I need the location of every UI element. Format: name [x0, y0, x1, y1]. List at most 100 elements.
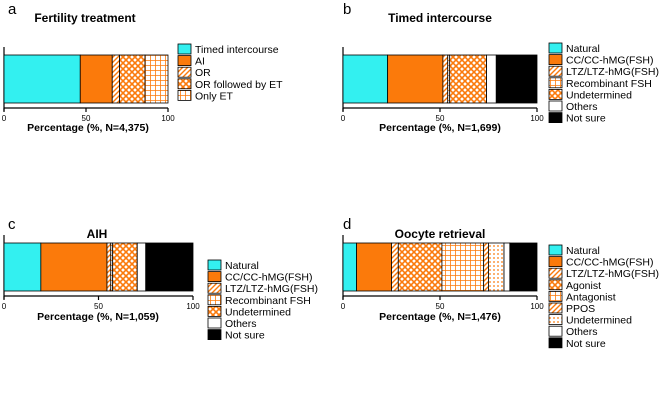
legend-entry: CC/CC-hMG(FSH) — [566, 257, 654, 269]
legend-entry: LTZ/LTZ-hMG(FSH) — [225, 283, 318, 295]
x-tick-label: 50 — [436, 114, 445, 123]
x-axis-label: Percentage (%, N=1,699) — [379, 122, 501, 134]
legend-swatch — [207, 317, 222, 329]
legend-entry: Antagonist — [566, 291, 616, 303]
legend-swatch — [548, 112, 563, 123]
bar-segment-cc-cc-hmg-fsh- — [387, 54, 444, 104]
x-tick-label: 0 — [2, 114, 7, 123]
bar-segment-cc-cc-hmg-fsh- — [40, 242, 108, 292]
legend-swatch — [207, 305, 222, 317]
x-tick-label: 0 — [341, 114, 346, 123]
legend-entry: CC/CC-hMG(FSH) — [225, 272, 313, 284]
legend-entry: Others — [566, 101, 598, 113]
legend-swatch — [207, 271, 222, 283]
legend-entry: AI — [195, 56, 205, 68]
legend-swatch — [548, 314, 563, 326]
legend-swatch — [548, 65, 563, 77]
legend-entry: Timed intercourse — [195, 44, 279, 56]
bar-segment-undetermined — [449, 54, 487, 104]
legend-swatch — [548, 256, 563, 268]
bar-segment-timed-intercourse — [3, 54, 81, 104]
bar-segment-others — [486, 54, 497, 104]
panel-d: d Oocyte retrieval 0 50 100 Percentage (%, N=… — [341, 216, 659, 350]
chart-title: Fertility treatment — [34, 11, 135, 25]
bar-segment-natural — [342, 54, 389, 104]
legend-entry: Undetermined — [225, 306, 291, 318]
legend-entry: Natural — [566, 245, 600, 257]
legend-entry: LTZ/LTZ-hMG(FSH) — [566, 268, 659, 280]
legend-entry: Only ET — [195, 90, 234, 102]
bar-segment-others — [136, 242, 147, 292]
legend-entry: Recombinant FSH — [225, 295, 311, 307]
bar-segment-undetermined — [488, 242, 505, 292]
legend-swatch — [548, 290, 563, 302]
legend-entry: Not sure — [566, 113, 606, 125]
legend-entry: Undetermined — [566, 315, 632, 327]
bar-segment-not-sure — [145, 242, 194, 292]
legend-swatch — [548, 42, 563, 54]
chart-title: Oocyte retrieval — [395, 227, 486, 241]
x-tick-label: 50 — [82, 114, 91, 123]
x-axis-label: Percentage (%, N=4,375) — [27, 122, 149, 134]
legend-entry: OR — [195, 67, 211, 79]
legend-entry: OR followed by ET — [195, 79, 283, 91]
bar-segment-antagonist — [441, 242, 485, 292]
legend-swatch — [548, 279, 563, 291]
bar-segment-ltz-ltz-hmg-fsh- — [391, 242, 399, 292]
bar-segment-ltz-ltz-hmg-fsh- — [106, 242, 112, 292]
bar-segment-ai — [79, 54, 113, 104]
legend-swatch — [548, 325, 563, 337]
legend-swatch — [548, 77, 563, 89]
legend-swatch — [177, 78, 192, 90]
bar-segment-only-et — [144, 54, 169, 104]
bar-segment-ltz-ltz-hmg-fsh- — [442, 54, 449, 104]
legend-swatch — [177, 90, 192, 101]
legend-entry: Others — [225, 318, 257, 330]
bar-segment-others — [503, 242, 511, 292]
legend-swatch — [548, 244, 563, 256]
legend-entry: Undetermined — [566, 89, 632, 101]
x-tick-label: 50 — [436, 302, 445, 311]
legend-swatch — [177, 55, 192, 66]
legend-swatch — [548, 89, 563, 100]
legend-swatch — [548, 54, 563, 65]
panel-letter: c — [8, 216, 16, 233]
x-tick-label: 50 — [94, 302, 103, 311]
legend-swatch — [548, 337, 563, 349]
legend-entry: Natural — [225, 260, 259, 272]
legend-entry: CC/CC-hMG(FSH) — [566, 55, 654, 67]
legend-entry: Not sure — [566, 338, 606, 350]
panel-a: a Fertility treatment 0 50 100 Percentage (%,… — [2, 1, 283, 134]
x-axis-label: Percentage (%, N=1,059) — [37, 311, 159, 323]
panel-c: c AIH 0 50 100 Percentage (%, N=1,059) Natural… — [2, 216, 318, 342]
legend-swatch — [177, 66, 192, 78]
x-tick-label: 100 — [161, 114, 175, 123]
x-axis-label: Percentage (%, N=1,476) — [379, 311, 501, 323]
bar-segment-or-followed-by-et — [119, 54, 146, 104]
legend-entry: Recombinant FSH — [566, 78, 652, 90]
bar-segment-cc-cc-hmg-fsh- — [356, 242, 392, 292]
x-tick-label: 0 — [341, 302, 346, 311]
panel-b: b Timed intercourse 0 50 100 Percentage (%, N… — [341, 1, 659, 134]
bar-segment-ppos — [483, 242, 489, 292]
bar-segment-natural — [342, 242, 357, 292]
x-tick-label: 100 — [530, 114, 544, 123]
x-tick-label: 100 — [186, 302, 200, 311]
legend-swatch — [207, 294, 222, 306]
legend-swatch — [177, 43, 192, 55]
panel-letter: b — [343, 1, 351, 18]
legend-entry: Agonist — [566, 280, 601, 292]
panel-letter: a — [8, 1, 17, 18]
legend-entry: PPOS — [566, 303, 595, 315]
legend-entry: Not sure — [225, 330, 265, 342]
legend-swatch — [548, 302, 563, 314]
chart-title: Timed intercourse — [388, 11, 492, 25]
legend-swatch — [207, 329, 222, 341]
bar-segment-not-sure — [509, 242, 538, 292]
legend-entry: LTZ/LTZ-hMG(FSH) — [566, 66, 659, 78]
bar-segment-undetermined — [112, 242, 138, 292]
x-tick-label: 0 — [2, 302, 7, 311]
x-tick-label: 100 — [530, 302, 544, 311]
bar-segment-agonist — [397, 242, 443, 292]
